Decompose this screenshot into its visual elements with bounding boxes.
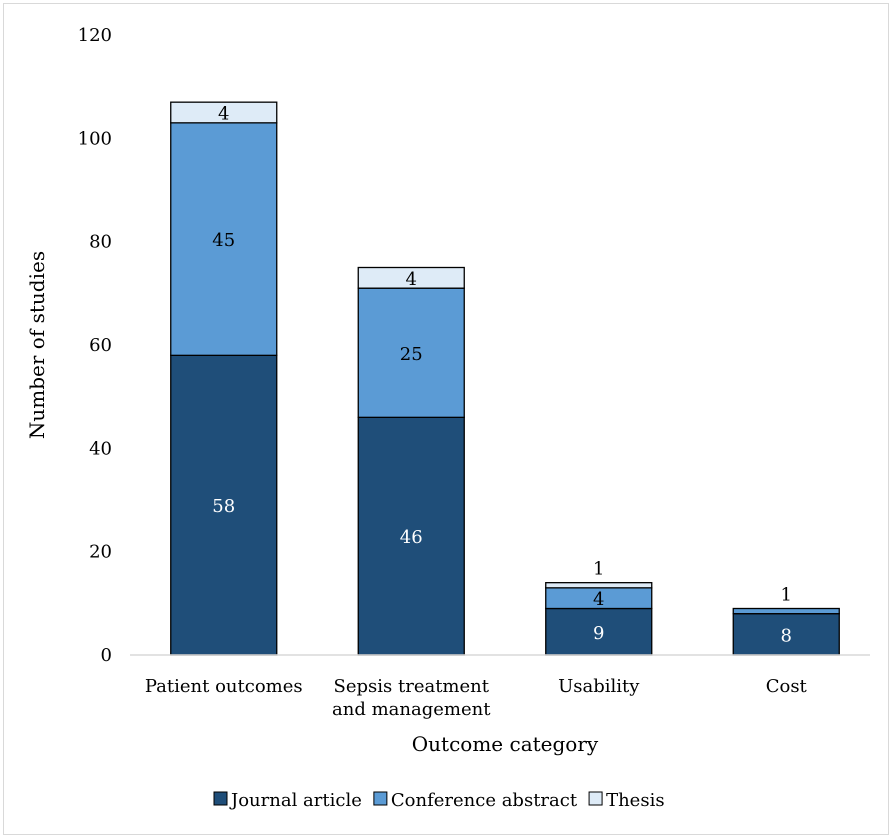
bar-segment-conference-abstract [732,607,840,615]
legend-swatch [213,791,228,806]
bar-segment-conference-abstract [357,287,465,418]
data-label: 4 [406,269,417,290]
data-label: 58 [212,496,235,517]
x-category-label: Sepsis treatment [334,676,490,697]
bar-segment-thesis [357,266,465,289]
data-label: 9 [593,623,604,644]
data-label: 45 [212,230,235,251]
data-label: 1 [593,559,604,580]
data-label: 8 [781,625,792,646]
y-tick-label: 80 [89,232,112,253]
data-label: 4 [593,589,604,610]
legend-label: Conference abstract [391,790,578,811]
bar-segment-thesis [170,101,278,124]
data-label: 1 [781,585,792,606]
y-tick-label: 40 [89,438,112,459]
y-axis-title: Number of studies [25,251,49,439]
data-label: 4 [218,104,229,125]
bar-segment-journal-article [170,354,278,656]
x-category-label: and management [332,699,491,720]
legend-label: Journal article [229,790,362,811]
y-tick-label: 20 [89,542,112,563]
bar-segment-thesis [545,582,653,589]
y-tick-label: 120 [78,25,112,46]
bar-segment-journal-article [357,416,465,656]
y-tick-label: 100 [78,128,112,149]
x-category-label: Usability [558,676,640,697]
legend-label: Thesis [606,790,664,811]
y-tick-label: 60 [89,335,112,356]
data-label: 46 [400,527,423,548]
legend-swatch [588,791,603,806]
x-category-label: Cost [766,676,808,697]
legend-swatch [373,791,388,806]
x-category-label: Patient outcomes [145,676,303,697]
y-tick-label: 0 [101,645,112,666]
x-axis-title: Outcome category [412,732,599,756]
data-label: 25 [400,344,423,365]
bar-segment-journal-article [545,607,653,656]
